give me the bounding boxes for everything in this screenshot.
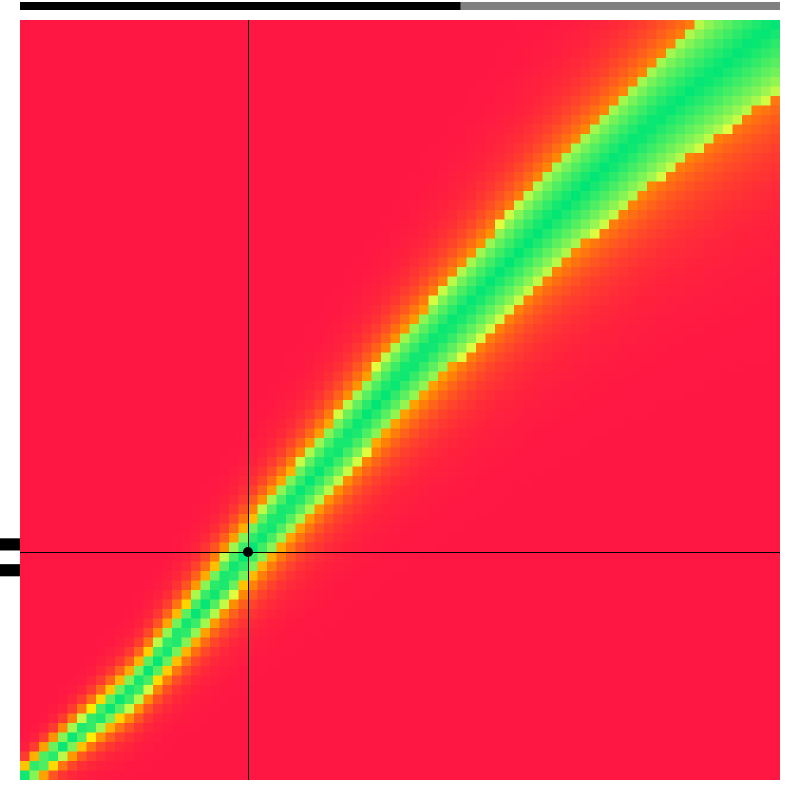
overlay-canvas [0, 0, 800, 800]
heatmap-chart [0, 0, 800, 800]
